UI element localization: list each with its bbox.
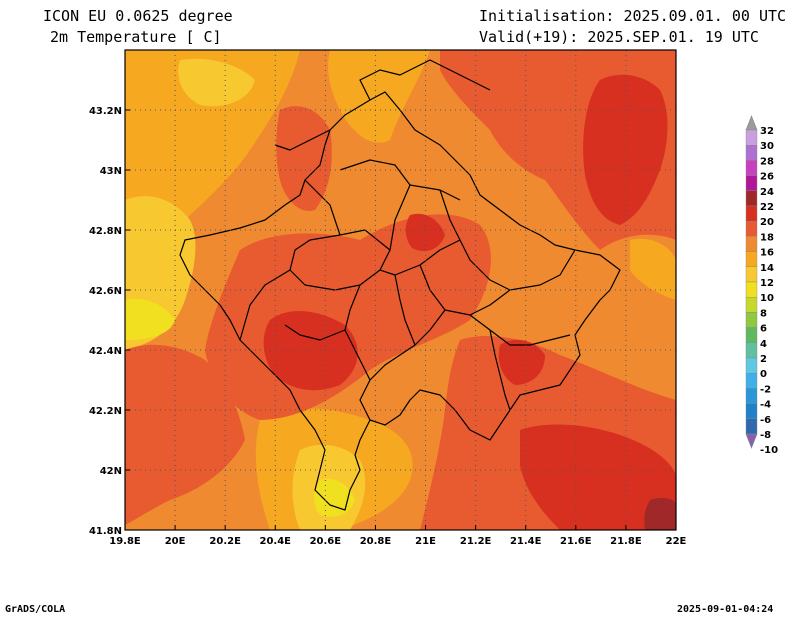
zone-10-west <box>125 298 175 340</box>
colorbar-label: -6 <box>760 415 771 426</box>
lat-label: 42.4N <box>89 346 122 357</box>
zone-14-northeast <box>630 238 676 300</box>
colorbar-box <box>745 388 758 404</box>
lon-label: 21.6E <box>560 536 592 547</box>
colorbar-label: 4 <box>760 339 767 350</box>
lon-label: 20.2E <box>209 536 241 547</box>
model-title: ICON EU 0.0625 degree <box>43 7 233 25</box>
init-time: Initialisation: 2025.09.01. 00 UTC <box>479 7 787 25</box>
colorbar-box <box>745 160 758 176</box>
district-borders <box>239 159 576 421</box>
zone-22-corner <box>644 497 676 530</box>
colorbar-label: 0 <box>760 369 767 380</box>
zone-18-northcentral <box>276 106 332 211</box>
colorbar-label: -2 <box>760 384 771 395</box>
software-credit: GrADS/COLA <box>5 604 66 615</box>
colorbar-box <box>745 236 758 252</box>
colorbar-label: -8 <box>760 430 771 441</box>
colorbar-label: 12 <box>760 278 774 289</box>
lon-label: 20E <box>165 536 186 547</box>
national-border-kosovo <box>179 91 621 511</box>
lon-label: 22E <box>666 536 687 547</box>
colorbar-box <box>745 205 758 222</box>
colorbar-label: 6 <box>760 324 767 335</box>
colorbar-box <box>745 266 758 283</box>
zone-12-north <box>178 58 255 107</box>
lat-label: 43N <box>100 166 122 177</box>
gridlines <box>125 50 676 530</box>
lon-label: 21.8E <box>610 536 642 547</box>
colorbar-box <box>745 144 758 161</box>
lat-label: 42.8N <box>89 226 122 237</box>
zone-20-southeast <box>520 424 676 530</box>
colorbar-label: 10 <box>760 293 774 304</box>
axis-ticks: 19.8E 20E 20.2E 20.4E 20.6E 20.8E 21E 21.2E 21.4… <box>89 106 687 547</box>
colorbar-label: 14 <box>760 263 774 274</box>
zone-20-central <box>263 310 358 391</box>
colorbar-box <box>745 373 758 389</box>
boundaries <box>179 59 621 511</box>
colorbar-box <box>745 297 758 313</box>
zone-20-north <box>405 213 445 252</box>
lat-label: 41.8N <box>89 526 122 537</box>
colorbar-label: 18 <box>760 232 774 243</box>
lon-label: 20.6E <box>310 536 342 547</box>
colorbar-box <box>745 220 758 237</box>
lat-label: 42.2N <box>89 406 122 417</box>
lon-label: 21.4E <box>510 536 542 547</box>
colorbar-label: 16 <box>760 248 774 259</box>
colorbar-top-arrow <box>745 115 758 131</box>
variable-title: 2m Temperature [ C] <box>50 28 222 46</box>
colorbar-label: 26 <box>760 172 774 183</box>
colorbar-label: 20 <box>760 217 774 228</box>
valid-time: Valid(+19): 2025.SEP.01. 19 UTC <box>479 28 759 46</box>
neighbor-border-north <box>274 59 491 151</box>
lat-label: 43.2N <box>89 106 122 117</box>
lat-label: 42N <box>100 466 122 477</box>
zone-20-east <box>498 339 545 385</box>
colorbar-box <box>745 175 758 192</box>
lon-label: 21.2E <box>460 536 492 547</box>
colorbar-box <box>745 327 758 344</box>
colorbar-box <box>745 129 758 146</box>
colorbar-label: 22 <box>760 202 774 213</box>
colorbar-label: 28 <box>760 156 774 167</box>
colorbar-box <box>745 403 758 420</box>
zone-10-south <box>314 478 355 517</box>
colorbar-label: -4 <box>760 400 771 411</box>
colorbar-label: 30 <box>760 141 774 152</box>
lon-label: 20.8E <box>360 536 392 547</box>
colorbar-box <box>745 281 758 298</box>
colorbar-box <box>745 251 758 268</box>
colorbar-label: -10 <box>760 445 778 456</box>
colorbar-box <box>745 312 758 328</box>
colorbar-label: 2 <box>760 354 767 365</box>
colorbar-label: 24 <box>760 187 774 198</box>
lon-label: 20.4E <box>260 536 292 547</box>
colorbar-bottom-arrow <box>745 433 758 449</box>
zone-20-northeast <box>583 74 668 225</box>
colorbar-box <box>745 418 758 435</box>
lon-label: 19.8E <box>109 536 141 547</box>
colorbar-label: 8 <box>760 308 767 319</box>
lat-label: 42.6N <box>89 286 122 297</box>
render-timestamp: 2025-09-01-04:24 <box>677 604 774 615</box>
colorbar-box <box>745 357 758 374</box>
zone-14-west <box>125 50 300 300</box>
colorbar-box <box>745 190 758 207</box>
lon-label: 21E <box>415 536 436 547</box>
zone-18-west <box>163 376 225 450</box>
colorbar-label: 32 <box>760 126 774 137</box>
colorbar-box <box>745 342 758 359</box>
